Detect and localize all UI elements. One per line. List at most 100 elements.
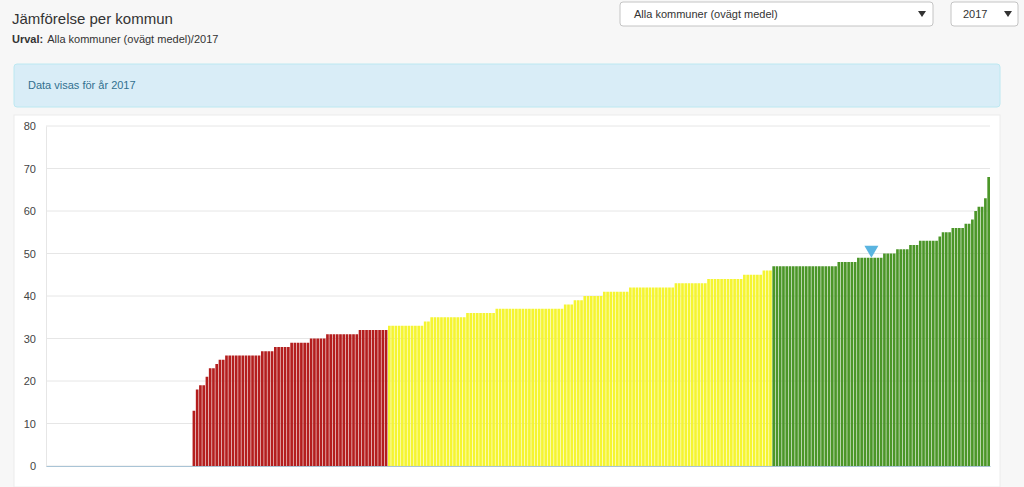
- bar: [453, 317, 456, 466]
- bar: [479, 313, 482, 466]
- bar: [623, 292, 626, 466]
- y-axis: 01020304050607080: [24, 120, 47, 472]
- bar: [303, 343, 306, 466]
- bar: [525, 309, 528, 466]
- bar: [333, 334, 336, 466]
- bar: [362, 330, 365, 466]
- subtitle-text: Alla kommuner (ovägt medel)/2017: [47, 33, 218, 45]
- bar: [206, 377, 209, 466]
- y-tick-label: 20: [24, 375, 36, 387]
- bar: [193, 411, 196, 466]
- bar: [971, 220, 974, 467]
- bar: [906, 249, 909, 466]
- bar: [342, 334, 345, 466]
- dropdown-selection[interactable]: Alla kommuner (ovägt medel): [620, 2, 933, 26]
- bar: [704, 283, 707, 466]
- bar: [300, 343, 303, 466]
- bar: [935, 241, 938, 466]
- y-tick-label: 70: [24, 163, 36, 175]
- dropdown-text[interactable]: Alla kommuner (ovägt medel): [634, 8, 778, 20]
- bar: [385, 330, 388, 466]
- bar: [811, 266, 814, 466]
- bar: [219, 360, 222, 466]
- bar: [909, 245, 912, 466]
- bar: [613, 292, 616, 466]
- bar: [349, 334, 352, 466]
- bar: [408, 326, 411, 466]
- bar: [746, 275, 749, 466]
- bar: [974, 211, 977, 466]
- bar: [851, 262, 854, 466]
- bar: [450, 317, 453, 466]
- bar: [287, 347, 290, 466]
- dropdown-box[interactable]: [951, 2, 1018, 26]
- bar: [225, 356, 228, 467]
- plot-marks: [193, 177, 990, 466]
- y-tick: 70: [24, 163, 46, 175]
- bar: [697, 283, 700, 466]
- bar: [929, 241, 932, 466]
- bar: [893, 254, 896, 467]
- bar: [737, 279, 740, 466]
- bar: [460, 317, 463, 466]
- bar: [916, 245, 919, 466]
- bar: [965, 224, 968, 466]
- grid-line: [46, 211, 990, 212]
- bar: [766, 271, 769, 467]
- y-tick-label: 0: [30, 460, 36, 472]
- bar: [636, 288, 639, 467]
- bar: [466, 313, 469, 466]
- bar: [564, 305, 567, 467]
- dropdown-box[interactable]: [620, 2, 933, 26]
- bar: [215, 364, 218, 466]
- y-tick: 40: [24, 290, 46, 302]
- bar: [792, 266, 795, 466]
- bar: [619, 292, 622, 466]
- grid-line: [46, 168, 990, 169]
- bar: [877, 258, 880, 466]
- y-tick-label: 40: [24, 290, 36, 302]
- bar: [968, 224, 971, 466]
- bar: [557, 309, 560, 466]
- bar: [717, 279, 720, 466]
- dropdown-year[interactable]: 2017: [951, 2, 1018, 26]
- background: [0, 0, 1024, 487]
- page: Jämförelse per kommunUrval:Alla kommuner…: [0, 0, 1024, 487]
- bar: [639, 288, 642, 467]
- y-tick-label: 60: [24, 205, 36, 217]
- bar: [743, 275, 746, 466]
- bar: [202, 385, 205, 466]
- bar: [375, 330, 378, 466]
- bar: [587, 296, 590, 466]
- bar: [938, 237, 941, 467]
- y-tick: 20: [24, 375, 46, 387]
- bar: [222, 360, 225, 466]
- bar: [209, 368, 212, 466]
- bar: [281, 347, 284, 466]
- bar: [535, 309, 538, 466]
- bar: [750, 275, 753, 466]
- bar: [688, 283, 691, 466]
- y-tick: 60: [24, 205, 46, 217]
- bar: [945, 232, 948, 466]
- bar: [857, 258, 860, 466]
- bar: [199, 385, 202, 466]
- y-tick: 80: [24, 120, 46, 132]
- bar: [756, 275, 759, 466]
- bar: [720, 279, 723, 466]
- bar: [831, 266, 834, 466]
- bar: [499, 309, 502, 466]
- bar: [649, 288, 652, 467]
- bar: [570, 305, 573, 467]
- bar: [890, 254, 893, 467]
- bar: [834, 266, 837, 466]
- bar: [707, 279, 710, 466]
- dropdown-text[interactable]: 2017: [963, 8, 987, 20]
- y-tick-label: 50: [24, 248, 36, 260]
- bar: [522, 309, 525, 466]
- dropdown-arrow[interactable]: [1004, 11, 1012, 17]
- bar: [753, 275, 756, 466]
- dropdown-arrow[interactable]: [918, 11, 926, 17]
- bar: [922, 241, 925, 466]
- bar: [987, 177, 990, 466]
